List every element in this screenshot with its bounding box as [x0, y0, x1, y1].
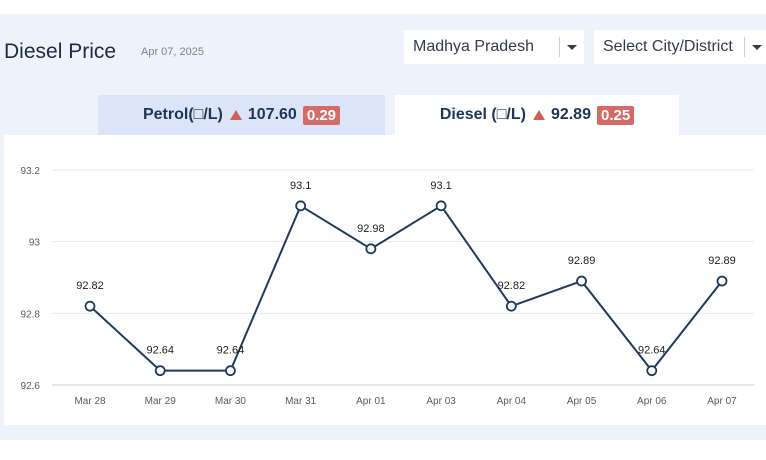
price-date: Apr 07, 2025	[141, 46, 204, 58]
price-up-icon	[229, 110, 242, 120]
tab-petrol[interactable]: Petrol(□/L) 107.60 0.29	[98, 95, 385, 135]
data-point	[295, 200, 307, 212]
state-select-value: Madhya Pradesh	[413, 38, 534, 55]
data-point	[435, 200, 447, 212]
tab-diesel[interactable]: Diesel (□/L) 92.89 0.25	[395, 95, 679, 135]
x-tick-label: Apr 01	[356, 396, 386, 407]
x-tick-label: Mar 29	[145, 396, 177, 407]
tab-petrol-label: Petrol(□/L)	[142, 106, 223, 123]
y-tick-label: 93.2	[21, 166, 41, 177]
data-label: 92.82	[76, 280, 104, 292]
tab-diesel-label: Diesel (□/L)	[439, 106, 526, 123]
tab-petrol-price: 107.60	[247, 106, 297, 123]
data-label: 92.98	[357, 223, 385, 235]
data-point	[154, 365, 166, 377]
x-tick-label: Apr 04	[497, 396, 527, 407]
data-label: 92.64	[146, 345, 174, 357]
data-label: 93.1	[430, 180, 451, 192]
tab-diesel-price: 92.89	[550, 106, 591, 123]
tab-petrol-change-badge: 0.29	[302, 105, 341, 125]
city-select-divider	[744, 37, 745, 57]
data-label: 92.64	[217, 345, 245, 357]
data-label: 93.1	[290, 180, 311, 192]
data-point	[576, 275, 587, 287]
x-tick-label: Apr 07	[707, 396, 737, 407]
data-label: 92.82	[498, 280, 526, 292]
x-tick-label: Mar 30	[215, 396, 247, 407]
x-tick-label: Apr 06	[637, 396, 667, 407]
price-line-chart: 92.6 92.8 93 93.2 Mar 28 Mar 29 Mar 30 Mar 31 Ap…	[21, 166, 754, 407]
data-point	[716, 275, 728, 287]
data-point	[225, 365, 236, 377]
data-point	[365, 243, 377, 255]
page-title: Diesel Price	[4, 40, 117, 63]
x-tick-label: Apr 05	[567, 396, 597, 407]
data-point	[646, 365, 658, 377]
state-select[interactable]: Madhya Pradesh	[404, 30, 584, 64]
city-select[interactable]: Select City/District	[594, 30, 766, 64]
tab-diesel-change-badge: 0.25	[596, 105, 635, 125]
x-tick-label: Apr 03	[426, 396, 456, 407]
price-up-icon	[532, 110, 545, 120]
y-tick-label: 93	[29, 238, 41, 249]
data-point	[84, 300, 96, 312]
x-tick-label: Mar 31	[285, 396, 317, 407]
state-select-divider	[559, 37, 560, 57]
data-label: 92.89	[708, 255, 736, 267]
y-tick-label: 92.6	[21, 381, 41, 392]
y-tick-label: 92.8	[21, 309, 41, 320]
chevron-down-icon[interactable]	[752, 45, 762, 50]
x-tick-label: Mar 28	[74, 396, 106, 407]
series-line	[89, 204, 723, 373]
city-select-value: Select City/District	[603, 38, 733, 55]
data-label: 92.89	[568, 255, 596, 267]
data-label: 92.64	[638, 345, 666, 357]
price-chart-card: 92.6 92.8 93 93.2 Mar 28 Mar 29 Mar 30 Mar 31 Ap…	[4, 135, 766, 425]
data-point	[505, 300, 517, 312]
chevron-down-icon[interactable]	[567, 45, 577, 50]
